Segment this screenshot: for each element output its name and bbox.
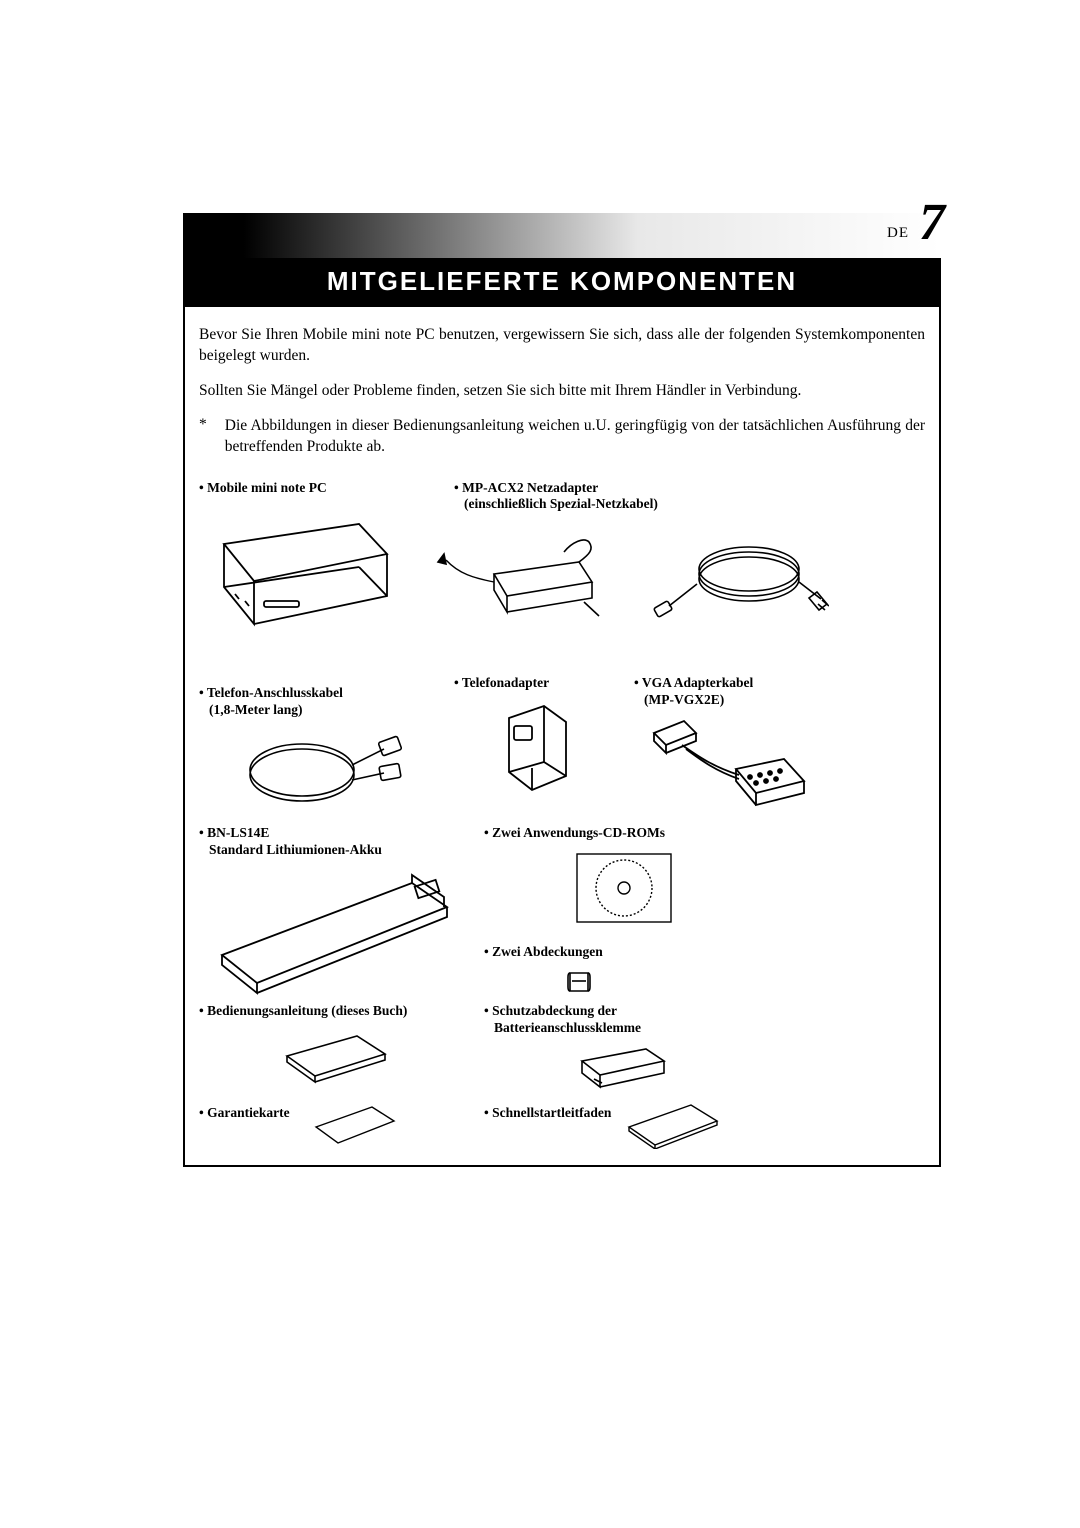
document-page: DE 7 MITGELIEFERTE KOMPONENTEN Bevor Sie…	[183, 213, 941, 1103]
header-gradient	[183, 213, 941, 258]
power-cable-icon	[639, 519, 839, 649]
footnote-asterisk: *	[199, 416, 207, 458]
warranty-icon	[310, 1099, 400, 1149]
item-vga-label: • VGA Adapterkabel (MP-VGX2E)	[634, 675, 844, 709]
item-telcable-label: • Telefon-Anschlusskabel (1,8-Meter lang…	[199, 685, 444, 719]
content-area: Bevor Sie Ihren Mobile mini note PC benu…	[183, 307, 941, 1167]
vga-icon	[634, 715, 844, 825]
quickstart-icon	[623, 1099, 723, 1149]
item-protect-label: • Schutzabdeckung der Batterieanschlussk…	[484, 1003, 764, 1037]
intro-paragraph-1: Bevor Sie Ihren Mobile mini note PC benu…	[199, 325, 925, 367]
item-manual-label: • Bedienungsanleitung (dieses Buch)	[199, 1003, 474, 1020]
intro-paragraph-2: Sollten Sie Mängel oder Probleme finden,…	[199, 381, 925, 402]
telcable-icon	[199, 725, 444, 815]
protect-icon	[484, 1043, 764, 1093]
section-title: MITGELIEFERTE KOMPONENTEN	[183, 258, 941, 307]
teladapter-icon	[454, 698, 624, 798]
covers-icon	[484, 967, 764, 997]
page-number: 7	[919, 193, 945, 252]
item-battery-label: • BN-LS14E Standard Lithiumionen-Akku	[199, 825, 474, 859]
battery-icon	[199, 865, 474, 995]
lang-code: DE	[887, 225, 909, 242]
cdrom-icon	[484, 848, 764, 928]
laptop-icon	[199, 519, 409, 649]
item-laptop-label: • Mobile mini note PC	[199, 480, 434, 497]
item-warranty-label: • Garantiekarte	[199, 1099, 290, 1122]
item-teladapter-label: • Telefonadapter	[454, 675, 624, 692]
item-cdrom-label: • Zwei Anwendungs-CD-ROMs	[484, 825, 764, 842]
manual-icon	[199, 1026, 474, 1086]
page-header: DE 7	[183, 213, 941, 258]
footnote-text: Die Abbildungen in dieser Bedienungsanle…	[225, 416, 925, 458]
footnote: * Die Abbildungen in dieser Bedienungsan…	[199, 416, 925, 458]
item-covers-label: • Zwei Abdeckungen	[484, 944, 764, 961]
item-adapter-label: • MP-ACX2 Netzadapter (einschließlich Sp…	[454, 480, 925, 514]
adapter-icon	[419, 519, 629, 649]
item-quickstart-label: • Schnellstartleitfaden	[484, 1099, 611, 1122]
